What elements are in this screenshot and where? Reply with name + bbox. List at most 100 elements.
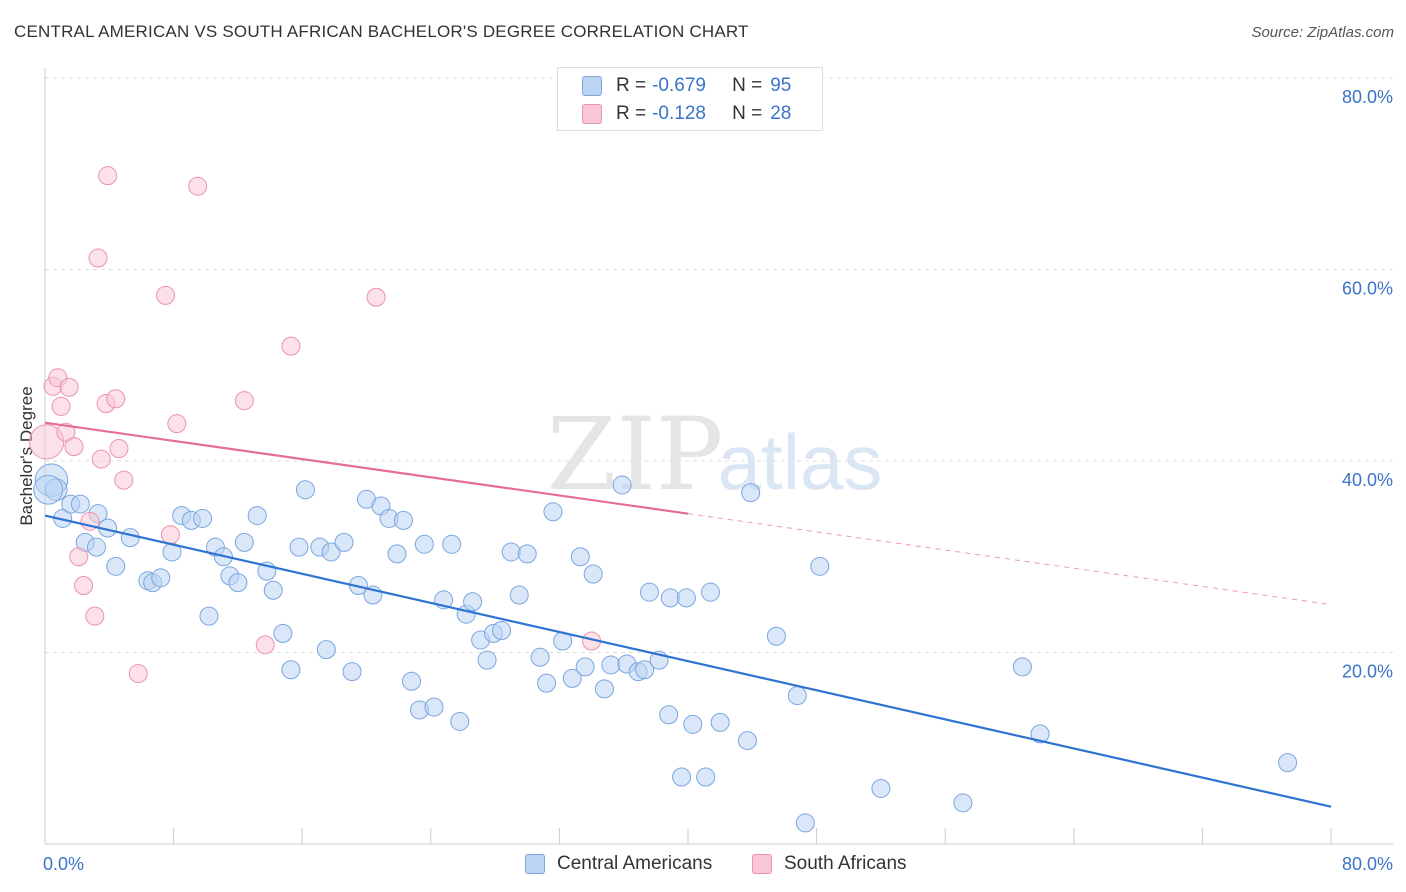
south-africans-point [167,414,187,434]
south-africans-point [29,424,65,460]
central-americans-point [295,480,315,500]
central-americans-point [199,606,219,626]
central-americans-point [660,588,680,608]
bottom-legend-swatch-blue [525,854,545,874]
central-americans-point [635,660,655,680]
south-africans-trend-line [44,421,689,515]
central-americans-point [424,697,444,717]
south-africans-point [51,396,71,416]
central-americans-point [228,573,248,593]
central-americans-point [234,532,254,552]
central-americans-point [659,705,679,725]
central-americans-point [737,731,757,751]
central-americans-trend-line [44,514,1332,808]
stats-legend: R = -0.679 N = 95 R = -0.128 N = 28 [557,67,823,131]
south-africans-point [160,525,180,545]
south-africans-point [85,606,105,626]
central-americans-point [321,542,341,562]
south-africans-point [109,439,129,459]
central-americans-point [810,556,830,576]
central-americans-point [594,679,614,699]
central-americans-point [442,534,462,554]
legend-r-value: -0.128 [652,103,706,124]
central-americans-point [289,537,309,557]
legend-swatch-pink [582,104,602,124]
central-americans-point [263,580,283,600]
bottom-legend-label: Central Americans [557,853,713,874]
south-africans-point [255,635,275,655]
bottom-legend-swatch-pink [752,854,772,874]
central-americans-point [575,657,595,677]
y-tick-label: 40.0% [1342,470,1393,490]
south-africans-point [128,664,148,684]
central-americans-point [1012,657,1032,677]
south-africans-point [106,389,126,409]
central-americans-point [676,588,696,608]
central-americans-point [795,813,815,833]
south-africans-point [88,248,108,268]
central-americans-point [953,793,973,813]
south-africans-point [69,547,89,567]
x-tick-label: 80.0% [1342,854,1393,874]
central-americans-point [601,655,621,675]
bottom-legend-south-africans: South Africans [752,851,907,877]
legend-r-value: -0.679 [652,75,706,96]
central-americans-point [393,510,413,530]
central-americans-point [106,556,126,576]
central-americans-point [402,671,422,691]
legend-n-label: N = [732,75,763,96]
south-africans-point [114,470,134,490]
central-americans-point [570,547,590,567]
legend-r-label: R = [616,75,647,96]
central-americans-point [151,568,171,588]
trend-layer [44,421,1332,808]
central-americans-point [450,711,470,731]
central-americans-point [342,662,362,682]
central-americans-point [787,686,807,706]
central-americans-point [1278,753,1298,773]
central-americans-point [683,714,703,734]
central-americans-point [477,650,497,670]
legend-n-value: 28 [770,103,792,124]
central-americans-point [766,626,786,646]
bottom-legend-central-americans: Central Americans [525,851,712,877]
y-tick-label: 60.0% [1342,279,1393,299]
south-africans-point [56,422,76,442]
central-americans-point [70,494,90,514]
central-americans-point [387,544,407,564]
central-americans-point [509,585,529,605]
south-africans-point [98,166,118,186]
south-africans-point [74,575,94,595]
central-americans-point [33,474,64,505]
south-africans-point [188,176,208,196]
south-africans-point [281,336,301,356]
central-americans-point [543,502,563,522]
south-africans-point [91,449,111,469]
points-layer [29,166,1298,833]
central-americans-point [86,537,106,557]
legend-r-label: R = [616,103,647,124]
central-americans-point [583,564,603,584]
legend-n-label: N = [732,103,763,124]
central-americans-point [871,778,891,798]
central-americans-point [741,483,761,503]
central-americans-point [639,582,659,602]
central-americans-point [537,673,557,693]
central-americans-point [517,544,537,564]
y-tick-label: 80.0% [1342,87,1393,107]
south-africans-point [234,391,254,411]
central-americans-point [672,767,692,787]
south-africans-point [366,287,386,307]
central-americans-point [193,508,213,528]
source-label: Source: ZipAtlas.com [1251,24,1394,41]
central-americans-point [281,660,301,680]
chart-title: CENTRAL AMERICAN VS SOUTH AFRICAN BACHEL… [14,22,749,41]
south-africans-point [59,377,79,397]
central-americans-point [316,640,336,660]
legend-n-value: 95 [770,75,792,96]
legend-row-central-americans: R = -0.679 N = 95 [582,73,791,99]
south-africans-point [64,437,84,457]
central-americans-point [701,582,721,602]
grid-layer [45,77,1393,653]
